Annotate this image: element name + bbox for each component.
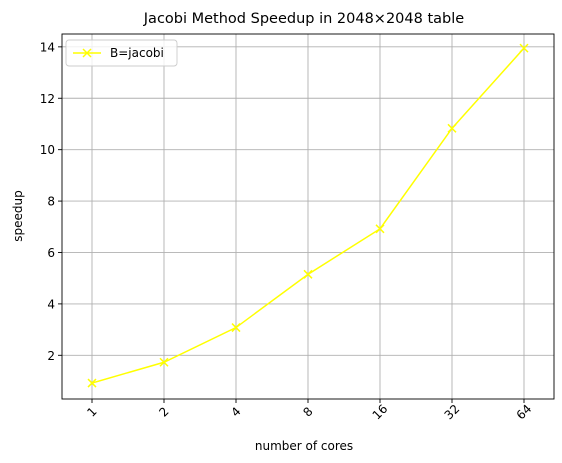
series-layer [87,43,529,388]
marker-stroke [303,269,313,279]
x-axis: 1 2 4 8 16 32 64 [84,399,534,422]
data-point [159,357,169,367]
x-tick-label: 2 [156,404,171,419]
y-tick-label: 2 [47,349,55,363]
legend-entry: B=jacobi [110,46,164,60]
legend-box [65,39,178,67]
marker-stroke [375,224,385,234]
x-tick-label: 32 [442,402,463,423]
marker-stroke [447,123,457,133]
x-tick-label: 1 [84,404,99,419]
data-point [375,224,385,234]
x-tick-label: 16 [370,402,391,423]
data-point [447,123,457,133]
y-axis: 2 4 6 8 10 12 14 [40,40,62,363]
marker-stroke [159,357,169,367]
data-point [303,269,313,279]
y-tick-label: 4 [47,297,55,311]
x-tick-label: 4 [228,404,243,419]
data-point [87,378,97,388]
y-tick-label: 6 [47,246,55,260]
data-point [231,323,241,333]
chart-title: Jacobi Method Speedup in 2048×2048 table [143,11,464,27]
marker-stroke [231,323,241,333]
marker-stroke [87,378,97,388]
x-axis-label: number of cores [255,439,353,453]
legend: B=jacobi [65,39,178,67]
data-point [519,43,529,53]
x-tick-label: 64 [514,402,535,423]
y-tick-label: 12 [40,92,55,106]
marker-stroke [82,48,92,58]
grid-lines [62,34,554,399]
y-tick-label: 8 [47,195,55,209]
y-axis-label: speedup [11,190,25,241]
legend-marker [82,48,92,58]
marker-stroke [519,43,529,53]
x-tick-label: 8 [300,404,315,419]
y-tick-label: 10 [40,143,55,157]
y-tick-label: 14 [40,40,55,54]
